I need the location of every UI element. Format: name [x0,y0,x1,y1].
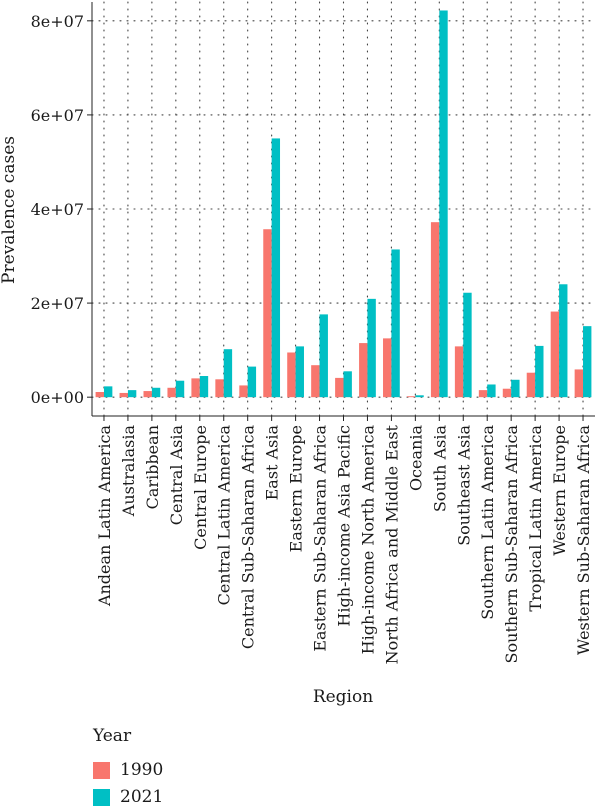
y-tick-label: 6e+07 [31,106,84,125]
bar-1990-oceania [406,396,416,398]
bar-1990-central-latin-america [215,379,224,398]
bar-1990-north-africa-and-middle-east [383,338,392,398]
bar-2021-central-sub-saharan-africa [247,366,257,398]
bar-2021-east-asia [271,138,281,398]
x-tick-label: East Asia [263,425,282,501]
bar-1990-andean-latin-america [95,392,104,398]
bar-1990-tropical-latin-america [526,372,536,398]
bar-2021-andean-latin-america [103,386,113,398]
y-tick-label: 4e+07 [31,200,84,219]
bar-2021-eastern-europe [295,346,304,398]
bar-2021-central-europe [199,376,209,398]
legend-item-1990: 1990 [93,759,163,781]
legend-item-2021: 2021 [93,786,163,808]
bar-1990-caribbean [143,391,152,398]
bar-2021-tropical-latin-america [535,345,544,398]
x-tick-label: Tropical Latin America [526,425,545,612]
bar-1990-central-sub-saharan-africa [239,385,248,398]
bar-2021-central-asia [175,380,185,398]
bar-2021-western-sub-saharan-africa [583,326,592,398]
x-axis-title: Region [313,687,373,707]
bar-chart: 0e+00 2e+07 4e+07 6e+07 8e+07 Andean Latin A… [0,1,596,707]
x-tick-label: Andean Latin America [95,425,114,608]
bar-1990-high-income-north-america [359,343,368,398]
y-tick-label: 8e+07 [31,12,84,31]
bar-2021-southern-latin-america [487,384,496,398]
bar-2021-oceania [415,395,424,398]
x-tick-label: Central Sub-Saharan Africa [239,425,258,650]
bar-1990-australasia [119,392,128,398]
legend-label-2021: 2021 [120,787,164,807]
x-tick-label: High-income Asia Pacific [335,425,354,627]
legend-title: Year [93,726,132,746]
y-axis-title: Prevalence cases [0,136,19,284]
y-tick-label: 0e+00 [31,388,84,407]
bar-1990-western-europe [550,311,560,398]
bar-1990-central-asia [167,387,176,398]
x-tick-label: South Asia [430,425,449,513]
x-tick-label: Central Latin America [215,425,234,606]
y-axis: 0e+00 2e+07 4e+07 6e+07 8e+07 [31,2,93,416]
x-tick-label: High-income North America [358,425,377,655]
bar-1990-east-asia [263,229,272,398]
x-tick-label: Western Sub-Saharan Africa [574,425,593,656]
bar-2021-south-asia [439,10,448,398]
bars [95,10,592,398]
bar-2021-caribbean [151,387,161,398]
x-tick-label: Oceania [406,425,425,492]
bar-2021-southern-sub-saharan-africa [511,379,520,398]
bar-1990-southern-sub-saharan-africa [502,388,512,398]
bar-1990-southern-latin-america [478,390,488,398]
bar-1990-southeast-asia [454,346,464,398]
bar-2021-australasia [127,390,137,398]
x-axis: Andean Latin America Australasia Caribbean… [92,415,595,664]
bar-2021-western-europe [559,284,568,398]
bar-1990-eastern-sub-saharan-africa [311,365,320,398]
grid-lines [91,1,596,417]
x-tick-label: Western Europe [550,425,569,556]
bar-2021-high-income-asia-pacific [343,371,352,398]
x-tick-label: North Africa and Middle East [382,424,401,664]
x-tick-label: Southern Sub-Saharan Africa [502,425,521,664]
x-tick-label: Australasia [119,425,138,518]
bar-1990-high-income-asia-pacific [335,377,344,398]
x-tick-label: Central Europe [191,425,210,550]
bar-1990-south-asia [430,222,440,398]
y-tick-label: 2e+07 [31,294,84,313]
legend-swatch-2021 [93,788,110,806]
x-tick-label: Southeast Asia [454,425,473,546]
x-tick-label: Eastern Sub-Saharan Africa [311,425,330,652]
x-tick-label: Caribbean [143,425,162,509]
bar-1990-central-europe [191,378,200,398]
bar-2021-central-latin-america [223,349,233,398]
legend-swatch-1990 [93,761,110,779]
x-tick-label: Central Asia [167,425,186,526]
bar-2021-high-income-north-america [367,298,376,398]
x-tick-label: Eastern Europe [287,425,306,552]
x-tick-label: Southern Latin America [478,425,497,620]
bar-2021-north-africa-and-middle-east [391,249,400,398]
bar-2021-eastern-sub-saharan-africa [319,314,328,398]
bar-1990-western-sub-saharan-africa [574,369,584,398]
bar-1990-eastern-europe [287,352,296,398]
legend-label-1990: 1990 [120,760,164,780]
bar-2021-southeast-asia [463,292,472,398]
